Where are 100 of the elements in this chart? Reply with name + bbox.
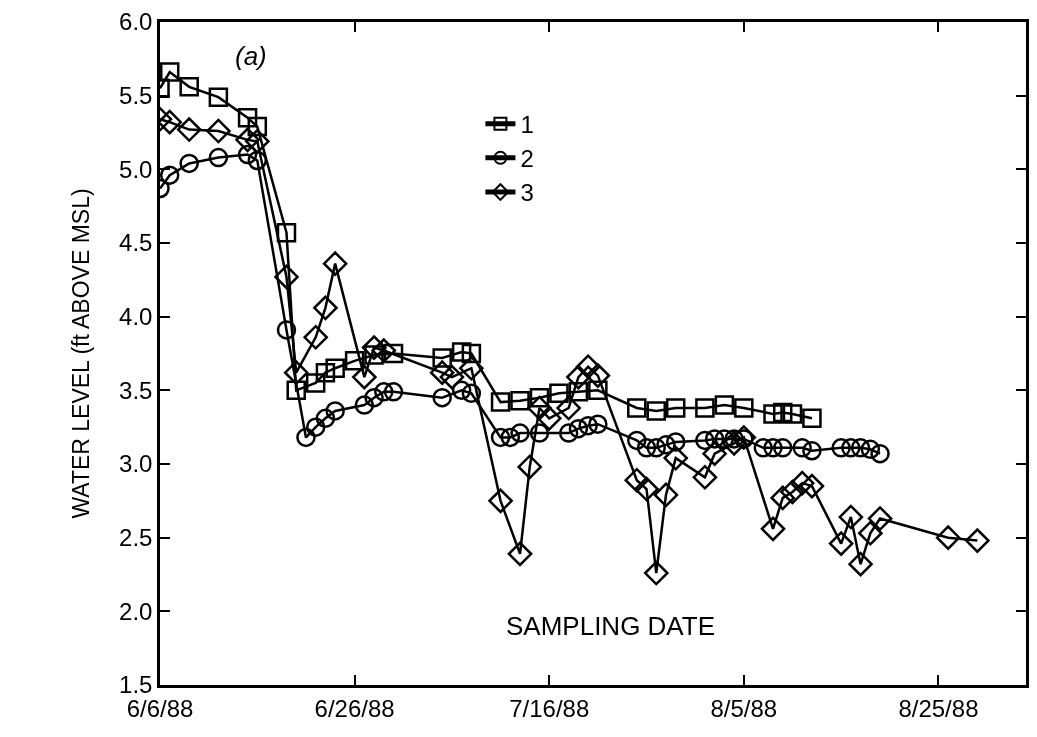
point [325, 401, 345, 421]
point [354, 395, 375, 415]
point [461, 383, 482, 404]
x-tick-label: 8/25/88 [898, 694, 979, 722]
point [490, 392, 511, 412]
point [663, 445, 689, 471]
x-tick-label: 7/16/88 [509, 694, 590, 722]
y-tick-label: 5.0 [119, 155, 153, 183]
point [831, 438, 851, 458]
x-tick-label: 8/5/88 [710, 694, 778, 722]
point [704, 429, 725, 449]
x-tick-label: 6/26/88 [314, 694, 395, 722]
point [588, 380, 608, 401]
point [799, 473, 825, 499]
y-tick-label: 6.0 [119, 8, 153, 36]
point [867, 506, 893, 531]
point [558, 423, 579, 443]
point [828, 531, 854, 556]
legend-label: 1 [520, 111, 534, 139]
point [507, 541, 533, 567]
point [374, 382, 394, 402]
point [860, 439, 881, 460]
point [247, 116, 268, 137]
point [763, 438, 783, 458]
point [237, 108, 258, 128]
point [451, 342, 472, 362]
point [838, 504, 864, 530]
point [578, 415, 598, 436]
point [850, 438, 871, 458]
point [510, 423, 530, 443]
point [848, 551, 873, 577]
point [160, 165, 180, 185]
point [760, 516, 786, 542]
annotation: (a) [235, 41, 267, 71]
point [702, 441, 727, 466]
point [588, 414, 608, 434]
point [734, 398, 754, 418]
point [695, 430, 715, 451]
point [206, 118, 231, 144]
point [665, 398, 686, 418]
point [490, 427, 511, 448]
point [789, 470, 815, 496]
point [792, 438, 812, 458]
point [432, 387, 452, 408]
point [322, 251, 348, 276]
point [325, 358, 345, 378]
point [361, 335, 387, 360]
y-tick-label: 3.0 [119, 450, 153, 478]
point [371, 338, 397, 363]
point [870, 443, 890, 464]
point [556, 395, 581, 421]
point [549, 383, 569, 404]
point [802, 440, 822, 461]
point [315, 362, 336, 383]
point [237, 144, 258, 165]
point [500, 427, 521, 448]
y-tick-label: 2.0 [119, 597, 153, 625]
point [461, 343, 482, 364]
point [208, 147, 229, 168]
point [653, 482, 679, 508]
point [303, 324, 328, 350]
point [536, 406, 562, 431]
point [566, 364, 591, 390]
point [286, 380, 306, 401]
legend-label: 2 [520, 145, 534, 173]
point [627, 430, 647, 451]
point [665, 432, 686, 452]
point [692, 464, 718, 490]
y-tick-label: 4.0 [119, 303, 153, 331]
point [429, 360, 455, 385]
point [753, 438, 774, 458]
point [305, 417, 326, 437]
point [313, 295, 338, 321]
y-tick-label: 2.5 [119, 524, 153, 552]
point [695, 398, 715, 418]
point [451, 380, 472, 401]
point [721, 431, 747, 456]
point [517, 454, 543, 480]
point [383, 382, 404, 402]
point [568, 382, 589, 402]
point [529, 423, 550, 443]
point [643, 560, 669, 586]
y-tick-label: 4.5 [119, 229, 153, 257]
point [841, 438, 861, 458]
point [636, 438, 657, 458]
point [344, 351, 365, 371]
point [773, 438, 793, 458]
point [585, 363, 611, 388]
point [208, 87, 229, 107]
point [276, 320, 297, 340]
point [772, 402, 793, 423]
y-axis-title: WATER LEVEL (ft ABOVE MSL) [67, 188, 94, 519]
point [160, 62, 180, 82]
point [179, 77, 199, 97]
point [352, 364, 377, 390]
point [459, 355, 484, 381]
point [627, 398, 647, 418]
point [296, 427, 316, 448]
point [283, 360, 309, 385]
point [634, 476, 659, 502]
